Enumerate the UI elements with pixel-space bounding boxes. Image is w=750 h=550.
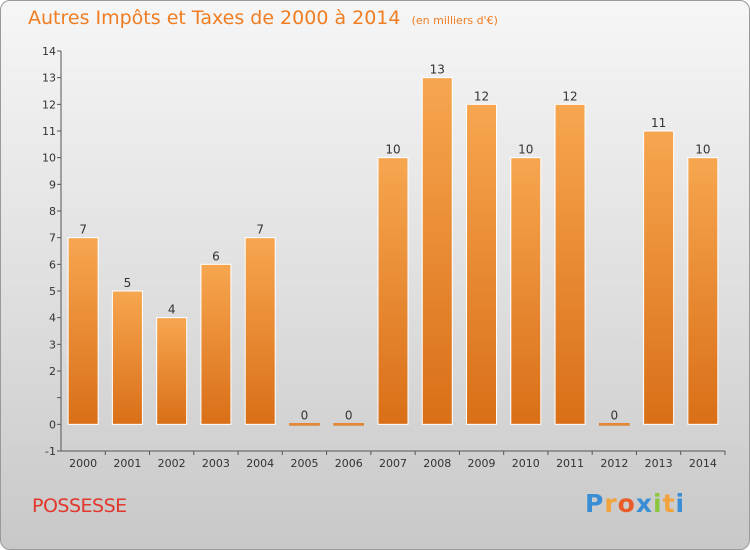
bar: [466, 103, 498, 425]
bar-value-label: 0: [301, 408, 309, 422]
y-tick-label: 7: [49, 232, 56, 245]
y-tick-label: -1: [45, 445, 56, 458]
bar: [687, 157, 719, 425]
commune-name: POSSESSE: [32, 495, 127, 517]
x-tick-label: 2000: [69, 457, 97, 470]
y-tick-label: 6: [49, 258, 56, 271]
bar-value-label: 12: [562, 89, 577, 103]
x-tick-label: 2005: [290, 457, 318, 470]
x-tick-label: 2002: [158, 457, 186, 470]
y-tick-label: 9: [49, 178, 56, 191]
x-tick-label: 2014: [689, 457, 717, 470]
bar: [377, 157, 409, 425]
x-tick-label: 2006: [335, 457, 363, 470]
bar: [111, 290, 143, 425]
bar-value-label: 7: [256, 223, 264, 237]
logo-letter: o: [617, 489, 636, 518]
logo-letter: i: [653, 489, 663, 518]
x-tick-label: 2003: [202, 457, 230, 470]
x-tick-label: 2010: [512, 457, 540, 470]
bar-value-label: 6: [212, 249, 220, 263]
y-tick-label: 14: [42, 45, 56, 58]
bar-value-label: 11: [651, 116, 666, 130]
logo-letter: x: [635, 489, 653, 518]
chart-title: Autres Impôts et Taxes de 2000 à 2014: [28, 7, 401, 29]
bar: [289, 423, 320, 426]
proxiti-logo: Proxiti: [585, 489, 685, 518]
x-tick-label: 2012: [600, 457, 628, 470]
bar-value-label: 5: [124, 276, 132, 290]
logo-letter: r: [604, 489, 618, 518]
x-tick-label: 2001: [113, 457, 141, 470]
bar: [643, 130, 675, 425]
x-tick-label: 2011: [556, 457, 584, 470]
bar: [333, 423, 364, 426]
bar: [156, 317, 188, 425]
y-tick-label: 8: [49, 205, 56, 218]
bar: [554, 103, 586, 425]
bar-value-label: 10: [385, 143, 400, 157]
bar: [599, 423, 630, 426]
bar-value-label: 10: [695, 143, 710, 157]
y-tick-label: 5: [49, 285, 56, 298]
bar: [200, 263, 232, 425]
bar-value-label: 7: [79, 223, 87, 237]
y-tick-label: 4: [49, 312, 56, 325]
bar-value-label: 0: [611, 408, 619, 422]
y-tick-label: 12: [42, 98, 56, 111]
bar-value-label: 0: [345, 408, 353, 422]
x-tick-label: 2004: [246, 457, 274, 470]
y-tick-label: 10: [42, 152, 56, 165]
logo-letter: i: [675, 489, 686, 518]
x-tick-label: 2008: [423, 457, 451, 470]
bar: [421, 77, 453, 425]
y-tick-label: 13: [42, 72, 56, 85]
y-tick-label: 2: [49, 365, 56, 378]
logo-letter: t: [662, 489, 676, 518]
bar: [67, 237, 99, 425]
y-tick-label: 3: [49, 338, 56, 351]
bar-value-label: 12: [474, 89, 489, 103]
bar: [244, 237, 276, 425]
bar-value-label: 13: [430, 63, 445, 77]
chart-unit: (en milliers d'€): [411, 14, 498, 27]
bar-value-label: 10: [518, 143, 533, 157]
x-tick-label: 2013: [645, 457, 673, 470]
bar: [510, 157, 542, 425]
bar-value-label: 4: [168, 303, 176, 317]
x-tick-label: 2009: [468, 457, 496, 470]
logo-letter: P: [585, 489, 605, 518]
x-tick-label: 2007: [379, 457, 407, 470]
chart-title-block: Autres Impôts et Taxes de 2000 à 2014 (e…: [28, 7, 498, 29]
y-tick-label: 11: [42, 125, 56, 138]
y-tick-label: 0: [49, 418, 56, 431]
